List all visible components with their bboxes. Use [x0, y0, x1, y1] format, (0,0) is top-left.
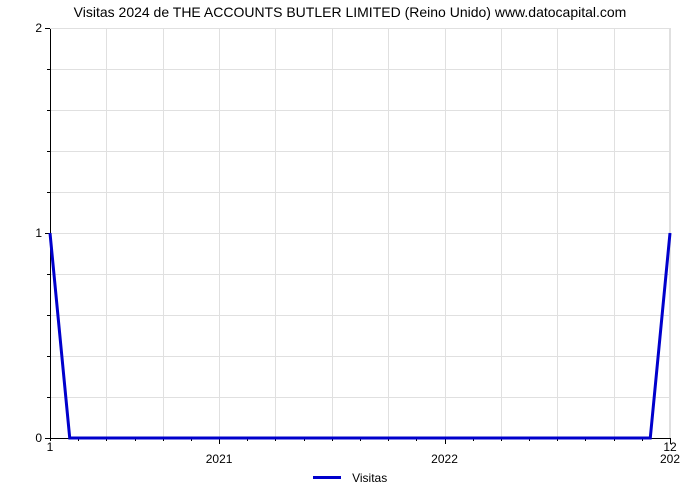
- series-line: [0, 0, 700, 500]
- chart-container: Visitas 2024 de THE ACCOUNTS BUTLER LIMI…: [0, 0, 700, 500]
